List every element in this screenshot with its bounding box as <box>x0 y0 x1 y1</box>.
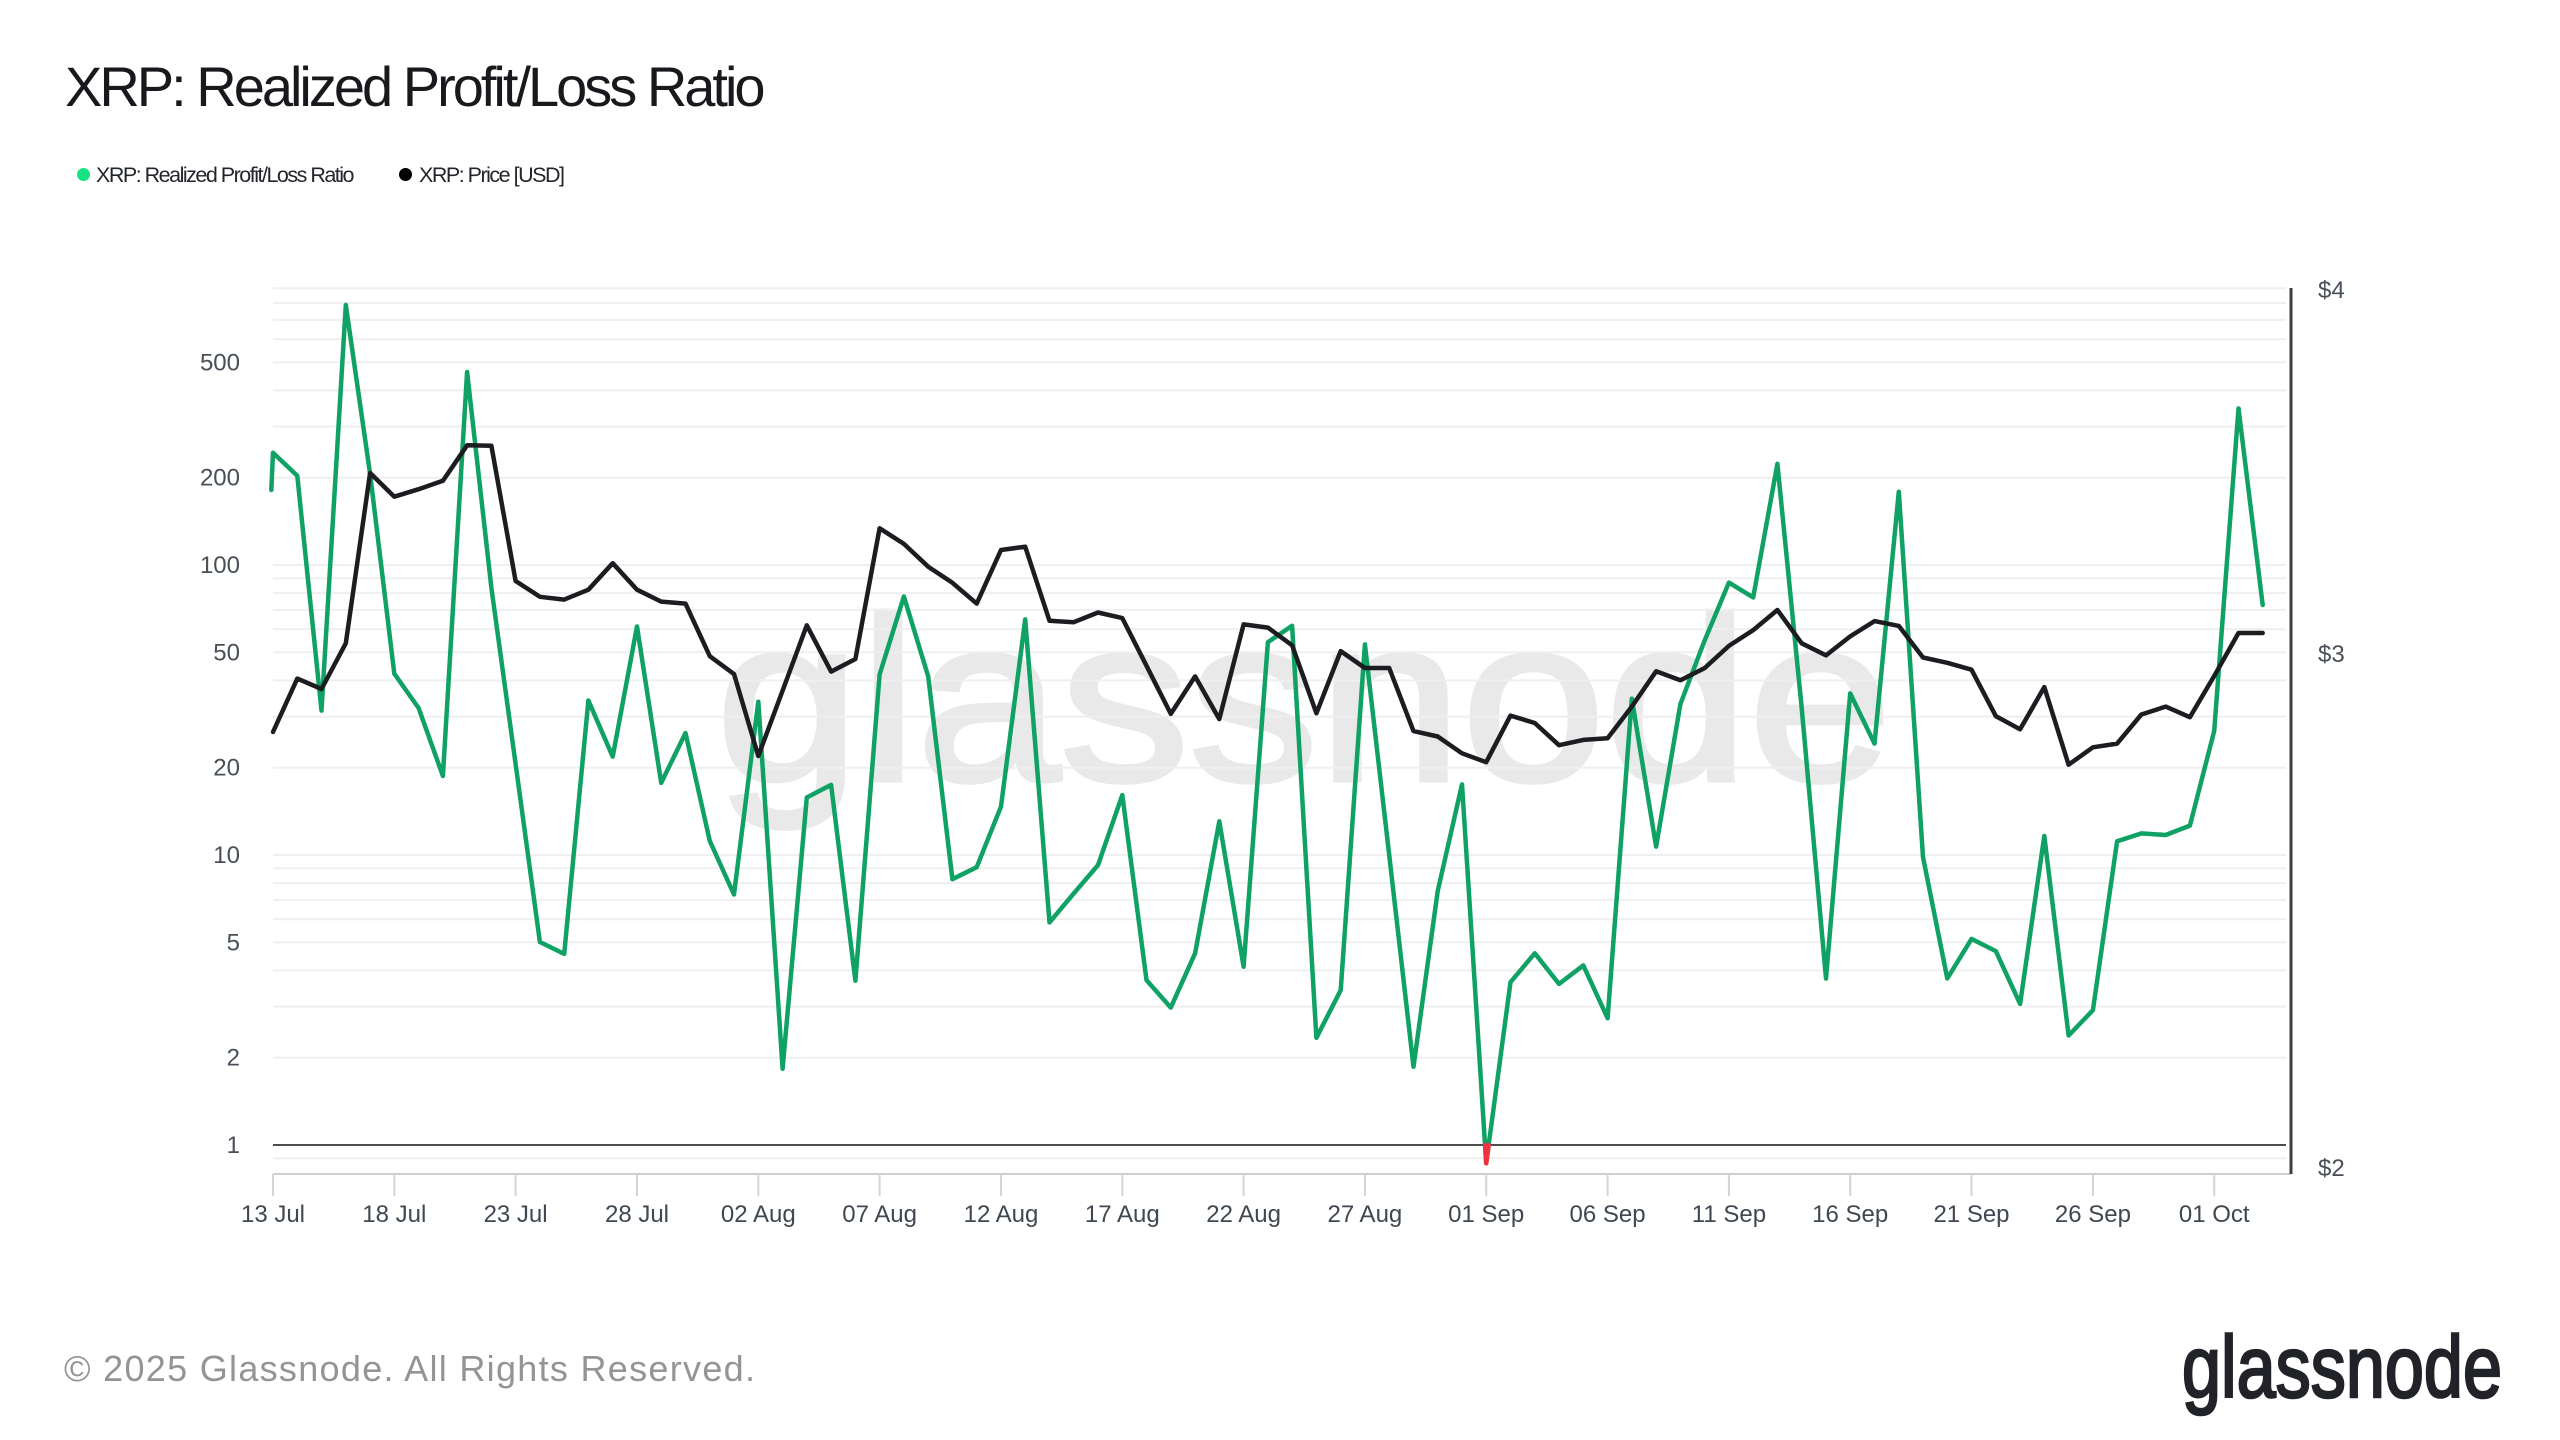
svg-text:5: 5 <box>227 929 240 956</box>
svg-text:18 Jul: 18 Jul <box>362 1201 426 1228</box>
svg-text:27 Aug: 27 Aug <box>1328 1201 1403 1228</box>
svg-text:22 Aug: 22 Aug <box>1206 1201 1281 1228</box>
svg-text:01 Sep: 01 Sep <box>1448 1201 1524 1228</box>
svg-text:26 Sep: 26 Sep <box>2055 1201 2131 1228</box>
svg-text:23 Jul: 23 Jul <box>484 1201 548 1228</box>
svg-text:glassnode: glassnode <box>2182 1319 2502 1416</box>
svg-text:20: 20 <box>213 755 240 782</box>
svg-text:07 Aug: 07 Aug <box>842 1201 917 1228</box>
svg-text:11 Sep: 11 Sep <box>1692 1201 1766 1228</box>
svg-text:01 Oct: 01 Oct <box>2179 1201 2250 1228</box>
svg-text:28 Jul: 28 Jul <box>605 1201 669 1228</box>
svg-text:13 Jul: 13 Jul <box>241 1201 305 1228</box>
svg-text:$2: $2 <box>2318 1155 2345 1182</box>
svg-text:$4: $4 <box>2318 277 2345 304</box>
svg-text:50: 50 <box>213 639 240 666</box>
svg-text:500: 500 <box>200 349 240 376</box>
svg-text:10: 10 <box>213 842 240 869</box>
svg-text:12 Aug: 12 Aug <box>964 1201 1039 1228</box>
svg-text:$3: $3 <box>2318 641 2345 668</box>
svg-text:200: 200 <box>200 465 240 492</box>
svg-text:16 Sep: 16 Sep <box>1812 1201 1888 1228</box>
svg-text:17 Aug: 17 Aug <box>1085 1201 1160 1228</box>
svg-text:06 Sep: 06 Sep <box>1570 1201 1646 1228</box>
svg-text:100: 100 <box>200 552 240 579</box>
svg-text:02 Aug: 02 Aug <box>721 1201 796 1228</box>
svg-text:1: 1 <box>227 1132 240 1159</box>
svg-text:21 Sep: 21 Sep <box>1933 1201 2009 1228</box>
svg-text:2: 2 <box>227 1045 240 1072</box>
